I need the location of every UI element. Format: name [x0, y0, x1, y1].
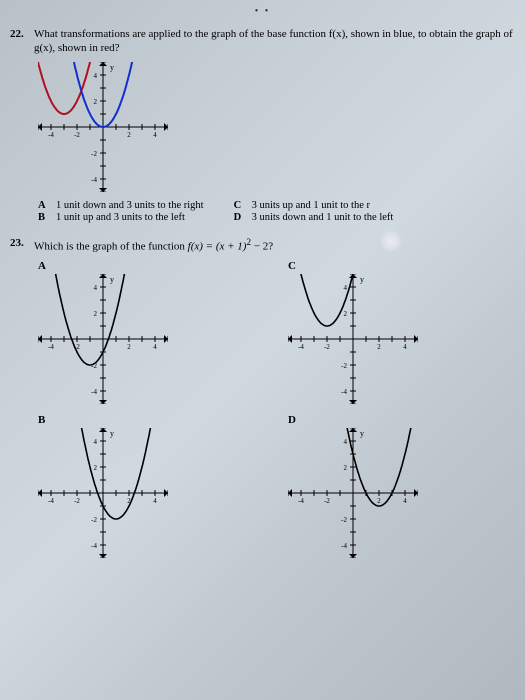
option-B-text: 1 unit up and 3 units to the left: [56, 212, 185, 223]
question-23: 23. Which is the graph of the function f…: [10, 237, 517, 558]
svg-text:-4: -4: [91, 176, 97, 184]
option-D-text: 3 units down and 1 unit to the left: [252, 212, 394, 223]
svg-text:-4: -4: [91, 542, 97, 550]
option-C-text: 3 units up and 1 unit to the r: [252, 200, 370, 211]
svg-text:-2: -2: [341, 362, 347, 370]
svg-text:4: 4: [94, 438, 98, 446]
svg-text:-2: -2: [74, 497, 80, 505]
q22-graph-container: y -4 -2 2 4 -4 -2 2 4: [38, 62, 517, 192]
svg-text:-2: -2: [74, 131, 80, 139]
graph-label-A: A: [38, 260, 208, 272]
svg-text:y: y: [360, 275, 364, 284]
svg-text:-4: -4: [48, 497, 54, 505]
q23-graph-B: y-4-224-4-224: [38, 428, 168, 558]
svg-text:-4: -4: [298, 497, 304, 505]
q23-prefix: Which is the graph of the function: [34, 240, 188, 252]
question-text: Which is the graph of the function f(x) …: [34, 237, 273, 254]
option-D: D3 units down and 1 unit to the left: [234, 212, 394, 223]
graph-label-D: D: [288, 414, 458, 426]
q22-graph: y -4 -2 2 4 -4 -2 2 4: [38, 62, 168, 192]
graph-label-C: C: [288, 260, 458, 272]
svg-text:2: 2: [94, 98, 98, 106]
paper-smudge: [380, 230, 402, 252]
svg-text:4: 4: [344, 284, 348, 292]
option-A-text: 1 unit down and 3 units to the right: [56, 200, 204, 211]
svg-text:-2: -2: [91, 150, 97, 158]
svg-text:-4: -4: [341, 542, 347, 550]
svg-text:2: 2: [127, 131, 131, 139]
svg-text:4: 4: [403, 497, 407, 505]
svg-text:y: y: [360, 429, 364, 438]
q23-graphs: A y -4 -2 2 4 -4 -2 2 4 C y -4 -2 2 4 -4 -2 2 4 B y -4 -2 2…: [38, 260, 458, 558]
svg-text:y: y: [110, 63, 114, 72]
svg-text:-4: -4: [91, 388, 97, 396]
question-text: What transformations are applied to the …: [34, 28, 517, 56]
option-B: B1 unit up and 3 units to the left: [38, 212, 204, 223]
q23-graph-A: y-4-224-4-224: [38, 274, 168, 404]
svg-text:4: 4: [344, 438, 348, 446]
q23-graph-C: y -4 -2 2 4 -4 -2 2 4: [288, 274, 418, 404]
svg-text:-4: -4: [48, 343, 54, 351]
svg-text:-4: -4: [48, 131, 54, 139]
svg-text:4: 4: [153, 131, 157, 139]
graph-cell-A: A y-4-224-4-224: [38, 260, 208, 404]
svg-text:-4: -4: [341, 388, 347, 396]
graph-label-B: B: [38, 414, 208, 426]
svg-text:2: 2: [94, 310, 98, 318]
q23-fx: f(x) = (x + 1): [188, 240, 247, 252]
question-number: 23.: [10, 237, 28, 254]
svg-text:2: 2: [344, 310, 348, 318]
svg-text:2: 2: [94, 464, 98, 472]
svg-text:4: 4: [153, 343, 157, 351]
option-C: C3 units up and 1 unit to the r: [234, 200, 394, 211]
svg-text:y: y: [110, 275, 114, 284]
svg-text:4: 4: [153, 497, 157, 505]
question-22: 22. What transformations are applied to …: [10, 28, 517, 223]
graph-cell-D: D y -4 -2 2 4 -4 -2 2 4: [288, 414, 458, 558]
svg-text:-2: -2: [341, 516, 347, 524]
svg-text:2: 2: [127, 343, 131, 351]
q22-options: A1 unit down and 3 units to the right B1…: [38, 200, 517, 223]
svg-text:2: 2: [377, 343, 381, 351]
svg-text:y: y: [110, 429, 114, 438]
q23-suffix: − 2?: [251, 240, 273, 252]
svg-text:-2: -2: [324, 497, 330, 505]
svg-text:4: 4: [94, 72, 98, 80]
svg-text:2: 2: [377, 497, 381, 505]
question-number: 22.: [10, 28, 28, 56]
svg-text:-2: -2: [324, 343, 330, 351]
page-header-dots: • •: [255, 6, 271, 17]
svg-text:4: 4: [94, 284, 98, 292]
svg-text:2: 2: [344, 464, 348, 472]
svg-text:4: 4: [403, 343, 407, 351]
q23-graph-D: y -4 -2 2 4 -4 -2 2 4: [288, 428, 418, 558]
option-A: A1 unit down and 3 units to the right: [38, 200, 204, 211]
worksheet-page: 22. What transformations are applied to …: [0, 0, 525, 582]
svg-text:-4: -4: [298, 343, 304, 351]
graph-cell-B: B y-4-224-4-224: [38, 414, 208, 558]
graph-cell-C: C y -4 -2 2 4 -4 -2 2 4: [288, 260, 458, 404]
svg-text:-2: -2: [91, 516, 97, 524]
